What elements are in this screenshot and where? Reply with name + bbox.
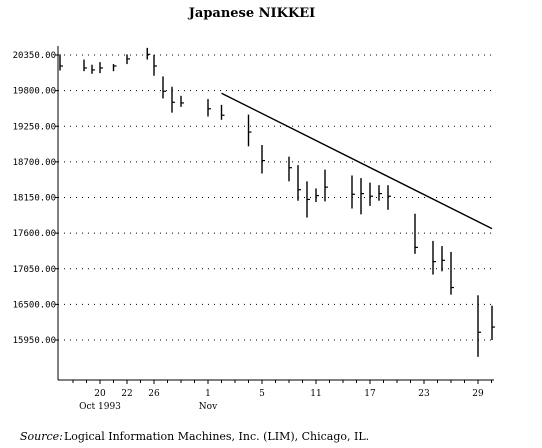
x-tick-label: 20 <box>94 389 106 399</box>
y-tick-label: 17050.00 <box>13 265 56 275</box>
grid-lines <box>58 54 494 341</box>
price-bar <box>126 54 130 65</box>
y-tick-label: 18700.00 <box>13 158 56 168</box>
price-bar <box>99 62 103 74</box>
y-tick-label: 19800.00 <box>13 87 56 97</box>
price-bar <box>414 213 418 254</box>
y-tick-label: 19250.00 <box>13 122 56 132</box>
x-tick-label: 22 <box>121 389 132 399</box>
price-bar <box>59 54 63 71</box>
price-bar <box>247 114 252 147</box>
y-tick-label: 16500.00 <box>13 300 56 310</box>
price-bar <box>432 240 436 275</box>
price-bar <box>180 95 184 107</box>
y-tick-label: 15950.00 <box>13 336 56 346</box>
x-tick-label: 17 <box>364 389 376 399</box>
y-tick-label: 20350.00 <box>13 51 56 61</box>
price-bar <box>171 86 175 113</box>
price-bar <box>261 145 265 174</box>
price-bar <box>360 178 364 215</box>
price-bar <box>324 169 328 202</box>
price-bar <box>369 182 373 206</box>
price-bar <box>83 59 87 72</box>
price-bar <box>491 305 495 340</box>
price-bar <box>315 188 319 203</box>
price-bar <box>351 175 355 209</box>
source-prefix: Source: <box>20 430 63 443</box>
x-tick-label: 11 <box>310 389 321 399</box>
price-bar <box>288 156 292 182</box>
price-bar <box>220 104 225 120</box>
y-axis-ticks: 20350.00 19800.00 19250.00 18700.00 18150.00… <box>13 51 58 346</box>
source-text: Logical Information Machines, Inc. (LIM)… <box>64 430 369 443</box>
price-bar <box>450 251 454 295</box>
y-tick-label: 17600.00 <box>13 229 56 239</box>
price-bar <box>162 76 166 99</box>
ohlc-bars <box>59 47 495 357</box>
price-bar <box>387 185 391 210</box>
price-bar <box>146 47 151 60</box>
trend-line <box>221 92 493 230</box>
price-bar <box>91 64 95 74</box>
x-tick-label: 29 <box>472 389 484 399</box>
price-bar <box>477 295 481 357</box>
x-axis-ticks: 20 22 26 1 5 11 17 23 29 Oct 1993 Nov <box>72 380 492 412</box>
price-bar <box>378 185 382 201</box>
chart-title: Japanese NIKKEI <box>188 6 315 21</box>
price-bar <box>441 246 445 272</box>
x-tick-label: 26 <box>148 389 160 399</box>
y-tick-label: 18150.00 <box>13 194 56 204</box>
price-bar <box>153 55 157 76</box>
price-bar <box>112 64 117 72</box>
price-bar <box>207 99 211 117</box>
x-tick-label: 5 <box>259 389 265 399</box>
x-sub-label: Nov <box>199 402 218 412</box>
x-tick-label: 23 <box>418 389 430 399</box>
price-bar <box>297 165 301 201</box>
x-sub-label: Oct 1993 <box>79 402 121 412</box>
price-bar <box>306 181 310 218</box>
x-tick-label: 1 <box>205 389 211 399</box>
axes <box>57 46 494 381</box>
